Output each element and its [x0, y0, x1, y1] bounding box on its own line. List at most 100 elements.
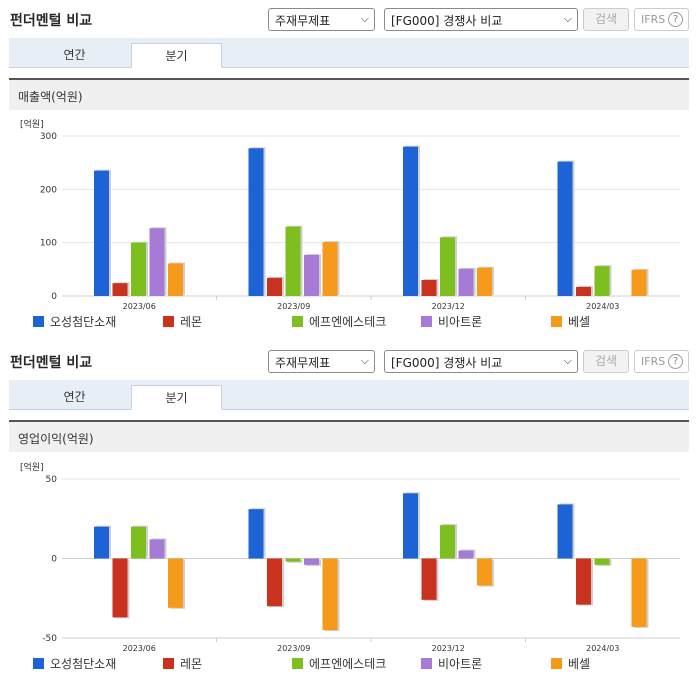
x-tick-label: 2023/12: [432, 644, 465, 653]
bar[interactable]: [112, 283, 128, 296]
legend-label: 레몬: [180, 315, 203, 329]
tab-annual[interactable]: 연간: [63, 390, 86, 404]
bar[interactable]: [631, 558, 647, 627]
legend-swatch: [33, 316, 44, 327]
search-button[interactable]: 검색: [583, 8, 629, 31]
bar[interactable]: [421, 558, 437, 600]
legend-swatch: [292, 658, 303, 669]
tab-quarter[interactable]: 분기: [131, 385, 222, 410]
operating-profit-chart: [억원] -50 0 50 2023/06 2023/09 2023/12 2024/03: [20, 461, 680, 653]
y-tick-label: 0: [51, 292, 57, 302]
bar[interactable]: [267, 277, 282, 296]
compare-select[interactable]: [FG000] 경쟁사 비교 ⌵: [384, 8, 578, 31]
bar[interactable]: [576, 286, 591, 296]
revenue-chart: [억원] 0 100 200 300 2023/06 2023/09 2023/12 2024/…: [20, 118, 680, 311]
bar[interactable]: [477, 267, 492, 296]
chart-subtitle: 매출액(억원): [18, 90, 83, 104]
bar[interactable]: [168, 263, 183, 296]
legend-item[interactable]: 에프엔에스테크: [292, 313, 386, 330]
bar[interactable]: [248, 148, 264, 296]
legend-item[interactable]: 비아트론: [421, 655, 482, 672]
bar[interactable]: [131, 526, 146, 559]
ifrs-label: IFRS: [641, 355, 666, 368]
ifrs-button[interactable]: IFRS ?: [634, 8, 689, 31]
bar[interactable]: [594, 266, 610, 296]
legend-item[interactable]: 레몬: [163, 655, 202, 672]
y-tick-label: -50: [42, 634, 57, 644]
bar[interactable]: [403, 146, 418, 296]
legend-label: 오성첨단소재: [50, 315, 117, 329]
compare-select[interactable]: [FG000] 경쟁사 비교 ⌵: [384, 350, 578, 373]
legend-label: 비아트론: [438, 657, 483, 671]
period-tabs: 연간 분기: [9, 380, 689, 410]
x-tick-label: 2023/06: [123, 302, 156, 311]
help-icon[interactable]: ?: [668, 354, 683, 369]
chart-subtitle: 영업이익(억원): [18, 432, 94, 446]
legend-swatch: [421, 658, 432, 669]
x-tick-label: 2023/09: [277, 644, 310, 653]
bar[interactable]: [557, 504, 573, 559]
bar[interactable]: [440, 525, 455, 559]
panel-operating-profit: 펀더멘털 비교 주재무제표 ⌵ [FG000] 경쟁사 비교 ⌵ 검색 IFRS…: [0, 342, 696, 684]
tab-quarter[interactable]: 분기: [131, 43, 222, 68]
statement-select-value: 주재무제표: [275, 14, 331, 28]
bar[interactable]: [285, 226, 301, 296]
bar[interactable]: [94, 526, 109, 559]
bar[interactable]: [440, 237, 455, 296]
bar[interactable]: [94, 170, 109, 296]
bar[interactable]: [458, 550, 474, 559]
legend-label: 오성첨단소재: [50, 657, 117, 671]
y-tick-label: 300: [40, 132, 57, 142]
legend-label: 베셀: [568, 315, 591, 329]
tab-annual[interactable]: 연간: [63, 48, 86, 62]
bar[interactable]: [403, 493, 418, 559]
bar[interactable]: [322, 242, 338, 296]
compare-select-value: [FG000] 경쟁사 비교: [391, 14, 503, 28]
y-tick-label: 0: [51, 555, 57, 565]
ifrs-button[interactable]: IFRS ?: [634, 350, 689, 373]
bar[interactable]: [458, 268, 474, 296]
legend-item[interactable]: 비아트론: [421, 313, 482, 330]
legend-label: 비아트론: [438, 315, 483, 329]
bar[interactable]: [594, 558, 610, 565]
legend-item[interactable]: 오성첨단소재: [33, 313, 116, 330]
legend-item[interactable]: 베셀: [551, 655, 590, 672]
search-button[interactable]: 검색: [583, 350, 629, 373]
statement-select[interactable]: 주재무제표 ⌵: [268, 8, 375, 31]
legend-item[interactable]: 오성첨단소재: [33, 655, 116, 672]
x-tick-label: 2024/03: [586, 644, 619, 653]
chart-subtitle-bar: 영업이익(억원): [9, 420, 689, 452]
bar[interactable]: [285, 558, 301, 562]
legend-item[interactable]: 베셀: [551, 313, 590, 330]
bar[interactable]: [631, 269, 647, 296]
legend-item[interactable]: 에프엔에스테크: [292, 655, 386, 672]
x-tick-label: 2023/06: [123, 644, 156, 653]
panel-title: 펀더멘털 비교: [10, 13, 93, 29]
y-unit-label: [억원]: [20, 118, 44, 130]
bar[interactable]: [304, 254, 319, 296]
ifrs-label: IFRS: [641, 13, 666, 26]
bar[interactable]: [248, 509, 264, 559]
panel-header: 펀더멘털 비교 주재무제표 ⌵ [FG000] 경쟁사 비교 ⌵ 검색 IFRS…: [0, 0, 696, 36]
bar[interactable]: [421, 280, 437, 296]
chevron-down-icon: ⌵: [563, 354, 572, 367]
bar[interactable]: [112, 558, 128, 618]
bar[interactable]: [131, 242, 146, 296]
bar[interactable]: [322, 558, 338, 631]
bar[interactable]: [267, 558, 282, 607]
statement-select[interactable]: 주재무제표 ⌵: [268, 350, 375, 373]
help-icon[interactable]: ?: [668, 12, 683, 27]
chart-subtitle-bar: 매출액(억원): [9, 78, 689, 110]
compare-select-value: [FG000] 경쟁사 비교: [391, 356, 503, 370]
bar[interactable]: [149, 539, 165, 559]
bar[interactable]: [576, 558, 591, 605]
bar[interactable]: [477, 558, 492, 586]
legend-item[interactable]: 레몬: [163, 313, 202, 330]
legend-swatch: [551, 658, 562, 669]
bar[interactable]: [168, 558, 183, 608]
panel-title: 펀더멘털 비교: [10, 355, 93, 371]
bar[interactable]: [304, 558, 319, 565]
bar[interactable]: [557, 161, 573, 296]
bar[interactable]: [149, 228, 165, 296]
legend-swatch: [421, 316, 432, 327]
